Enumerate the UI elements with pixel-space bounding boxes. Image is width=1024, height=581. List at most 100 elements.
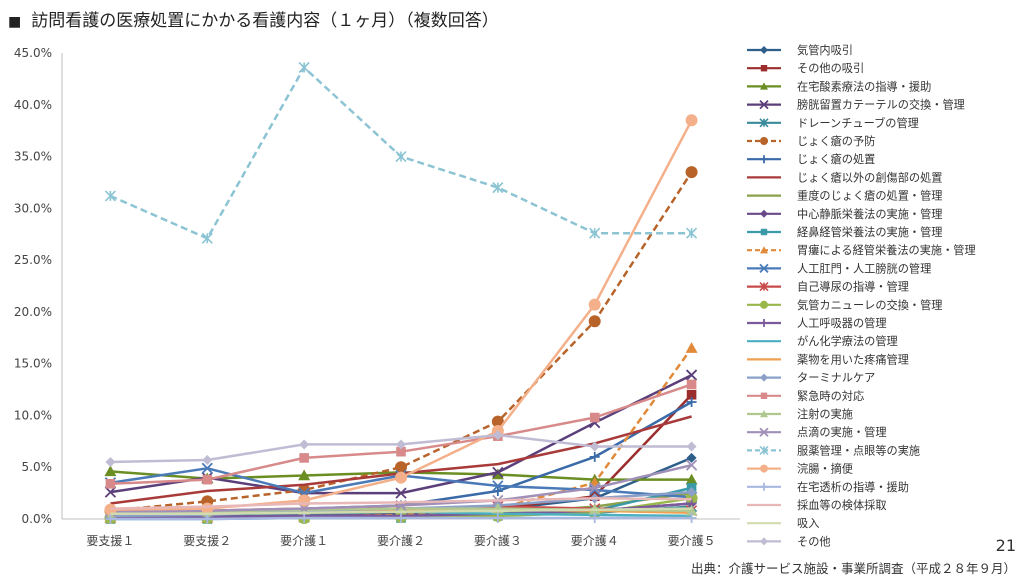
y-tick-label: 20.0% (14, 305, 52, 319)
series-23 (104, 61, 698, 244)
legend-item: 浣腸・摘便 (747, 462, 853, 476)
legend-marker (760, 300, 768, 309)
legend-marker (759, 263, 769, 274)
legend-label: じょく瘡の処置 (797, 152, 875, 166)
legend-label: 気管カニューレの交換・管理 (797, 298, 942, 312)
legend-marker (760, 319, 768, 327)
legend-label: 吸入 (797, 517, 819, 530)
legend-item: じょく瘡以外の創傷部の処置 (747, 170, 942, 184)
y-tick-label: 25.0% (14, 253, 52, 267)
legend-item: 膀胱留置カテーテルの交換・管理 (747, 98, 965, 112)
legend-label: 人工肛門・人工膀胱の管理 (797, 261, 931, 275)
legend-item: ターミナルケア (747, 372, 875, 385)
legend-label: 在宅酸素療法の指導・援助 (797, 79, 931, 93)
data-point (396, 512, 406, 523)
legend-marker (760, 228, 768, 236)
data-point (299, 512, 310, 523)
legend-item: 服薬管理・点眼等の実施 (747, 443, 920, 457)
data-point (589, 451, 600, 462)
legend-marker (760, 482, 768, 491)
legend-label: 服薬管理・点眼等の実施 (797, 443, 920, 457)
data-point (395, 487, 407, 499)
legend-item: 吸入 (747, 517, 819, 530)
legend-marker (760, 537, 768, 546)
title-marker: ■ (8, 14, 22, 30)
legend-label: 重度のじょく瘡の処置・管理 (797, 189, 942, 203)
legend-item: 点滴の実施・管理 (747, 425, 887, 439)
data-point (685, 114, 698, 127)
legend-item: じょく瘡の予防 (747, 134, 875, 148)
legend-label: じょく瘡の予防 (797, 134, 875, 148)
legend-marker (760, 137, 768, 145)
legend-item: その他の吸引 (747, 61, 864, 75)
y-tick-label: 45.0% (14, 46, 52, 60)
legend-item: 在宅酸素療法の指導・援助 (747, 79, 931, 93)
legend-marker (760, 209, 768, 218)
legend-marker (760, 65, 768, 72)
legend-item: 人工呼吸器の管理 (747, 316, 887, 330)
data-point (492, 430, 503, 441)
data-point (104, 190, 116, 202)
data-point (588, 298, 601, 311)
data-point (492, 512, 503, 523)
series-27 (110, 507, 692, 516)
legend-item: じょく瘡の処置 (747, 152, 875, 166)
legend-marker (759, 118, 769, 128)
legend-item: 採血等の検体採取 (747, 498, 887, 512)
series-layer (104, 61, 698, 524)
x-tick-label: 要介護２ (377, 533, 425, 548)
data-point (686, 396, 697, 407)
data-point (202, 454, 213, 465)
legend-label: 薬物を用いた疼痛管理 (797, 352, 909, 366)
data-point (396, 439, 406, 450)
legend-marker (760, 373, 768, 382)
legend-label: 注射の実施 (797, 407, 853, 421)
data-point (686, 441, 697, 452)
data-point (396, 446, 406, 457)
data-point (202, 474, 213, 485)
series-20 (105, 379, 697, 489)
y-tick-label: 35.0% (14, 150, 52, 164)
legend-label: 自己導尿の指導・管理 (797, 280, 909, 294)
legend-marker (759, 427, 769, 437)
data-point (299, 453, 309, 463)
data-point (686, 512, 697, 523)
data-point (395, 461, 407, 474)
legend-label: 胃瘻による経管栄養法の実施・管理 (797, 243, 976, 257)
data-point (492, 486, 503, 497)
data-point (589, 482, 601, 494)
legend-marker (760, 46, 768, 54)
title-text: 訪問看護の医療処置にかかる看護内容（１ヶ月）（複数回答） (31, 11, 499, 31)
legend-label: 在宅透析の指導・援助 (797, 480, 909, 494)
legend-label: じょく瘡以外の創傷部の処置 (797, 170, 942, 184)
series-28 (105, 430, 697, 468)
data-point (589, 512, 600, 523)
data-point (299, 439, 310, 450)
y-tick-label: 15.0% (14, 357, 52, 371)
legend-label: がん化学療法の管理 (797, 334, 898, 348)
data-point (104, 465, 117, 477)
legend-item: 注射の実施 (747, 407, 853, 421)
series-line (110, 507, 692, 516)
legend-item: 胃瘻による経管栄養法の実施・管理 (747, 243, 976, 257)
series-12 (104, 342, 698, 523)
x-tick-label: 要介護１ (280, 533, 328, 548)
data-point (395, 471, 407, 484)
legend-label: その他の吸引 (797, 61, 864, 75)
legend-marker (760, 82, 768, 90)
data-point (685, 459, 698, 471)
legend-label: 経鼻経管栄養法の実施・管理 (797, 225, 942, 239)
data-point (395, 150, 407, 163)
series-25 (105, 512, 697, 524)
data-point (685, 166, 698, 179)
x-tick-label: 要支援２ (183, 534, 231, 548)
data-point (105, 514, 116, 524)
x-tick-label: 要介護４ (571, 533, 619, 548)
data-point (686, 452, 697, 463)
legend-label: 気管内吸引 (797, 43, 853, 57)
legend-marker (759, 282, 769, 292)
data-point (685, 504, 698, 516)
legend-item: がん化学療法の管理 (747, 334, 898, 348)
legend-item: 自己導尿の指導・管理 (747, 280, 909, 294)
